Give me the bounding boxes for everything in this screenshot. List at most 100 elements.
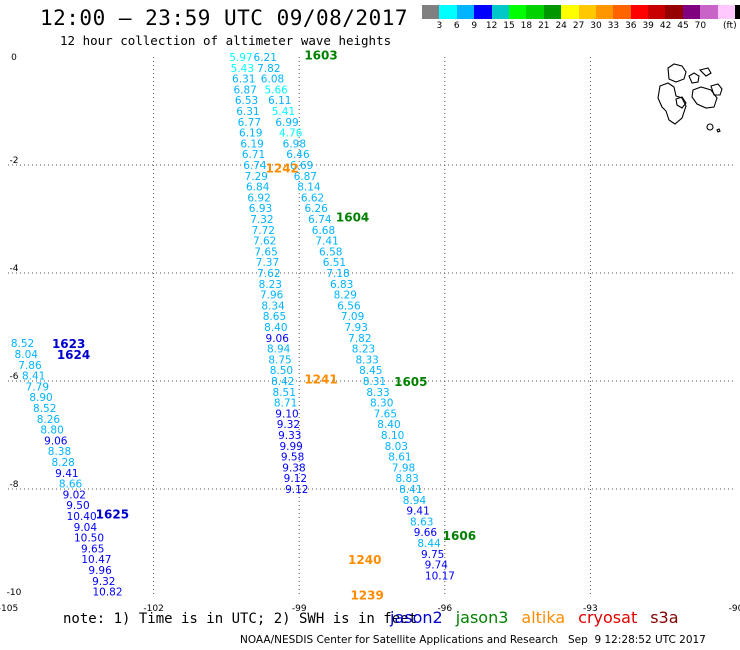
wave-height-value: 6.51 <box>323 257 346 269</box>
wave-height-value: 7.41 <box>315 236 338 248</box>
color-swatch <box>422 5 440 19</box>
wave-height-value: 10.17 <box>425 570 455 582</box>
pass-id-label: 1240 <box>348 553 381 567</box>
color-scale-label: 12 <box>485 21 498 31</box>
color-scale-label: 39 <box>642 21 654 31</box>
y-tick-label: -8 <box>10 480 19 490</box>
island-outline <box>716 128 721 133</box>
color-scale-label: 9 <box>471 21 478 31</box>
y-tick-label: -10 <box>7 588 22 598</box>
color-swatch <box>682 5 701 19</box>
wave-height-value: 7.32 <box>250 214 273 226</box>
wave-height-value: 9.12 <box>285 484 308 496</box>
wave-height-value: 7.62 <box>253 236 276 248</box>
wave-height-value: 6.84 <box>246 182 270 194</box>
wave-height-value: 8.44 <box>417 538 441 550</box>
pass-id-label: 1603 <box>304 48 337 62</box>
island-outline <box>691 86 718 109</box>
color-scale-label: 33 <box>607 21 620 31</box>
legend-jason3: jason3 <box>455 608 509 627</box>
wave-height-value: 9.99 <box>279 441 302 453</box>
wave-height-value: 8.75 <box>268 354 291 366</box>
color-scale-label: (ft) <box>723 21 737 31</box>
legend-jason2: jason2 <box>390 608 443 627</box>
wave-height-value: 9.38 <box>282 462 305 474</box>
x-tick-label: -93 <box>583 604 598 614</box>
pass-id-label: 1625 <box>96 507 129 521</box>
wave-height-value: 7.18 <box>326 268 349 280</box>
color-swatch <box>665 5 683 19</box>
wave-height-value: 9.10 <box>275 408 298 420</box>
x-tick-label: -90 <box>729 604 740 614</box>
wave-height-value: 9.32 <box>277 419 300 431</box>
wave-height-value: 9.04 <box>74 522 98 534</box>
island-outline <box>710 83 723 96</box>
wave-height-value: 10.50 <box>74 533 104 545</box>
wave-height-value: 8.71 <box>274 398 297 410</box>
wave-height-value: 7.82 <box>348 333 371 345</box>
wave-height-value: 6.11 <box>268 95 291 107</box>
legend-s3a: s3a <box>650 608 679 627</box>
wave-height-value: 8.14 <box>297 182 321 194</box>
color-swatch <box>613 5 631 19</box>
wave-height-value: 8.30 <box>370 398 393 410</box>
wave-height-value: 6.53 <box>235 95 258 107</box>
color-swatch <box>630 5 649 19</box>
legend-cryosat: cryosat <box>578 608 638 627</box>
x-tick-label: -96 <box>437 604 452 614</box>
wave-height-value: 10.40 <box>67 511 97 523</box>
wave-height-value: 6.87 <box>294 171 317 183</box>
color-scale-label: 70 <box>694 21 707 31</box>
y-tick-label: 0 <box>11 53 17 63</box>
color-scale-label: 27 <box>572 21 585 31</box>
wave-height-value: 7.65 <box>374 408 397 420</box>
wave-height-value: 7.09 <box>341 311 364 323</box>
wave-height-value: 9.41 <box>406 506 429 518</box>
wave-height-value: 4.76 <box>279 128 303 140</box>
color-scale-label: 42 <box>659 21 672 31</box>
wave-height-value: 6.98 <box>283 138 306 150</box>
wave-height-value: 8.23 <box>352 344 375 356</box>
color-scale-label: 15 <box>503 21 515 31</box>
wave-height-value: 5.66 <box>264 84 288 96</box>
wave-height-value: 7.82 <box>257 63 280 75</box>
wave-height-value: 5.43 <box>231 63 254 75</box>
wave-height-value: 5.41 <box>272 106 295 118</box>
wave-height-value: 8.52 <box>33 403 56 415</box>
wave-height-value: 6.31 <box>232 74 255 86</box>
satellite-legend: jason2 jason3 altika cryosat s3a <box>390 608 679 627</box>
wave-height-value: 8.63 <box>410 516 433 528</box>
wave-height-value: 8.33 <box>366 387 389 399</box>
island-outline <box>657 82 687 125</box>
wave-height-value: 9.02 <box>63 489 86 501</box>
map-title: 12:00 — 23:59 UTC 09/08/2017 <box>40 6 409 30</box>
wave-height-value: 8.23 <box>259 279 282 291</box>
wave-height-value: 6.21 <box>254 52 277 64</box>
map-subtitle: 12 hour collection of altimeter wave hei… <box>60 33 392 48</box>
wave-height-value: 8.50 <box>270 365 293 377</box>
island-outline <box>675 96 687 109</box>
wave-height-value: 8.90 <box>29 392 52 404</box>
wave-height-value: 8.52 <box>11 338 34 350</box>
color-scale-bar <box>422 5 740 19</box>
wave-height-value: 6.19 <box>239 128 262 140</box>
x-tick-label: -102 <box>143 604 163 614</box>
wave-height-value: 6.69 <box>290 160 313 172</box>
color-swatch <box>595 5 614 19</box>
wave-height-value: 6.31 <box>236 106 259 118</box>
wave-height-value: 6.87 <box>233 84 256 96</box>
color-scale-label: 45 <box>677 21 689 31</box>
island-outline <box>688 72 700 84</box>
wave-height-value: 8.26 <box>37 414 61 426</box>
wave-height-value: 7.37 <box>256 257 279 269</box>
wave-height-value: 8.10 <box>381 430 404 442</box>
color-scale-label: 36 <box>625 21 637 31</box>
wave-height-value: 7.96 <box>260 290 284 302</box>
wave-height-value: 9.33 <box>278 430 301 442</box>
pass-id-label: 1605 <box>394 375 427 389</box>
map-note: note: 1) Time is in UTC; 2) SWH is in fe… <box>63 611 418 627</box>
footer-credit: NOAA/NESDIS Center for Satellite Applica… <box>240 634 706 646</box>
wave-height-value: 9.66 <box>414 527 438 539</box>
pass-id-label: 1242 <box>266 162 299 176</box>
wave-height-value: 9.41 <box>55 468 78 480</box>
